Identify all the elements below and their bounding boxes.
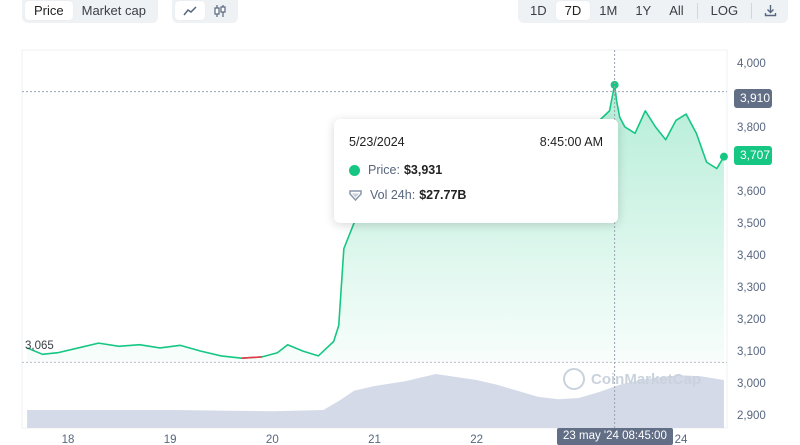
tooltip-volume-value: $27.77B	[419, 188, 467, 202]
tooltip-price-label: Price:	[368, 163, 400, 177]
range-toggle: 1D 7D 1M 1Y All LOG	[518, 0, 789, 23]
watermark-text: CoinMarketCap	[591, 370, 702, 388]
price-dot-icon	[349, 164, 360, 176]
candlestick-icon[interactable]	[205, 1, 235, 20]
low-price-label: 3,065	[25, 340, 54, 352]
y-tick-label: 3,300	[737, 282, 766, 294]
x-tick-label: 22	[470, 434, 483, 445]
view-toggle: Price Market cap	[22, 0, 158, 23]
x-tick-label: 21	[368, 434, 381, 445]
range-1y[interactable]: 1Y	[635, 3, 652, 18]
y-tick-label: 3,600	[737, 186, 766, 198]
watermark: CoinMarketCap	[563, 368, 701, 390]
chart-tooltip: 5/23/2024 8:45:00 AM Price: $3,931 Vol 2…	[334, 119, 618, 223]
hover-price-point	[610, 80, 619, 89]
tooltip-price-value: $3,931	[403, 163, 443, 177]
tooltip-volume-label: Vol 24h:	[370, 188, 416, 202]
chart-type-toggle	[172, 0, 238, 23]
x-tick-label: 18	[62, 434, 75, 445]
y-tick-label: 2,900	[737, 410, 766, 422]
x-tick-label: 24	[675, 434, 688, 445]
range-all[interactable]: All	[669, 3, 684, 18]
divider	[696, 2, 698, 19]
crosshair-time-label: 23 may '24 08:45:00	[557, 428, 673, 445]
volume-series	[27, 374, 724, 428]
tooltip-volume-row: Vol 24h: $27.77B	[349, 188, 466, 202]
log-toggle[interactable]: LOG	[710, 3, 739, 18]
y-tick-label: 3,400	[737, 250, 766, 262]
hover-price-badge: 3,910	[734, 89, 772, 108]
tab-market-cap[interactable]: Market cap	[81, 3, 146, 18]
y-tick-label: 3,200	[737, 314, 766, 326]
price-line-down-segment	[241, 356, 263, 359]
coinmarketcap-logo-icon	[563, 368, 585, 390]
line-chart-icon[interactable]	[175, 1, 205, 20]
download-icon[interactable]	[756, 1, 785, 20]
tab-price[interactable]: Price	[25, 1, 73, 20]
tooltip-date: 5/23/2024	[349, 135, 405, 149]
x-tick-label: 19	[164, 434, 177, 445]
current-price-point	[719, 152, 728, 161]
current-price-badge: 3,707	[734, 146, 772, 165]
range-1d[interactable]: 1D	[530, 3, 547, 18]
tooltip-price-row: Price: $3,931	[349, 163, 442, 177]
y-tick-label: 3,000	[737, 378, 766, 390]
volume-shield-icon	[349, 189, 362, 201]
x-tick-label: 20	[266, 434, 279, 445]
tooltip-time: 8:45:00 AM	[539, 135, 603, 149]
y-tick-label: 3,800	[737, 122, 766, 134]
y-tick-label: 3,100	[737, 346, 766, 358]
price-area	[27, 84, 724, 363]
range-1m[interactable]: 1M	[599, 3, 618, 18]
y-tick-label: 3,500	[737, 218, 766, 230]
range-7d[interactable]: 7D	[555, 1, 591, 20]
divider	[751, 2, 753, 19]
y-tick-label: 4,000	[737, 58, 766, 70]
